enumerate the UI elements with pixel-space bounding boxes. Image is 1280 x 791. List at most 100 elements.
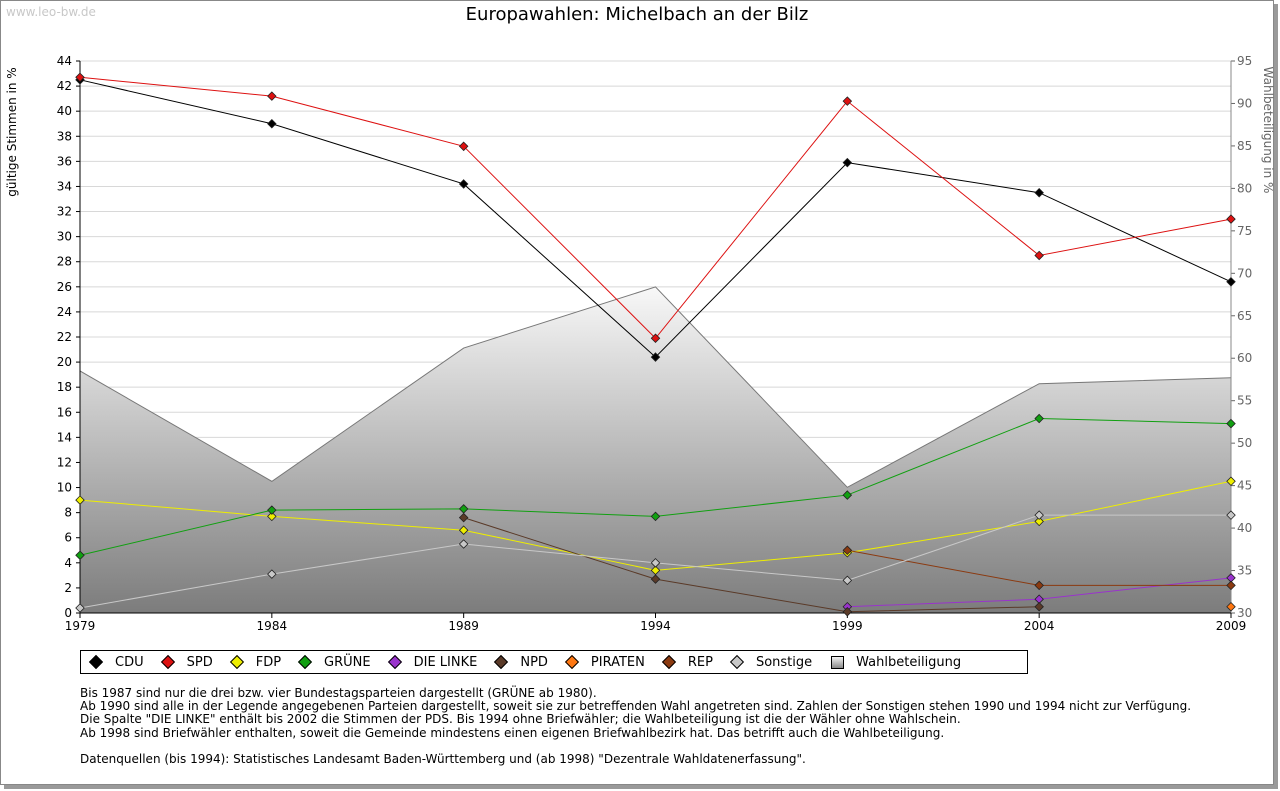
data-point [842, 96, 853, 106]
legend-item: CDU [88, 654, 144, 670]
legend-swatch-diamond [297, 654, 313, 670]
data-point [1226, 418, 1236, 429]
legend-swatch-diamond [160, 654, 175, 670]
legend-item: Wahlbeteiligung [831, 655, 961, 670]
data-point [458, 539, 469, 549]
legend-swatch-diamond [387, 654, 402, 670]
data-point [650, 574, 661, 584]
legend-item: DIE LINKE [387, 654, 478, 670]
y2-tick-label: 75 [1237, 224, 1252, 238]
data-point [1226, 214, 1236, 224]
data-point [842, 606, 853, 617]
x-tick-label: 1994 [640, 619, 671, 633]
y-tick-label: 32 [57, 205, 72, 219]
data-point [1034, 510, 1044, 520]
y-tick-label: 12 [57, 455, 72, 469]
note-line: Die Spalte "DIE LINKE" enthält bis 2002 … [80, 712, 961, 727]
y-tick-label: 10 [57, 481, 72, 495]
turnout-area-fill [80, 286, 1231, 613]
turnout-area [79, 286, 1232, 613]
legend-label: DIE LINKE [413, 654, 478, 670]
data-point [1226, 601, 1236, 612]
legend-item: NPD [494, 654, 548, 670]
legend-item: GRÜNE [297, 654, 371, 670]
data-point [1226, 277, 1236, 287]
x-tick-label: 2004 [1024, 619, 1055, 633]
data-point [650, 352, 661, 362]
x-tick-label: 1984 [257, 619, 288, 633]
y2-tick-label: 65 [1237, 309, 1252, 323]
y-tick-label: 44 [57, 54, 72, 68]
data-point [1034, 601, 1044, 612]
data-point [1226, 510, 1236, 520]
data-point [458, 141, 469, 152]
series-piraten [1226, 601, 1236, 612]
data-point [458, 525, 469, 535]
data-point [75, 72, 85, 83]
data-point [1226, 580, 1236, 591]
y2-tick-label: 60 [1237, 351, 1252, 365]
y2-tick-label: 95 [1237, 54, 1252, 68]
note-line: Bis 1987 sind nur die drei bzw. vier Bun… [80, 686, 597, 700]
legend-item: PIRATEN [564, 654, 645, 670]
legend-item: SPD [160, 654, 213, 670]
chart-title: Europawahlen: Michelbach an der Bilz [465, 4, 809, 25]
legend-label: NPD [520, 654, 548, 670]
legend-label: FDP [255, 654, 282, 670]
data-point [1034, 250, 1044, 261]
data-point [267, 505, 277, 515]
legend-label: GRÜNE [324, 654, 371, 670]
y-tick-label: 30 [57, 230, 72, 244]
legend-swatch-diamond [564, 654, 579, 670]
y-tick-label: 42 [57, 79, 72, 93]
legend-label: SPD [186, 654, 213, 670]
data-point [458, 512, 469, 523]
legend-label: CDU [115, 654, 144, 670]
note-line: Ab 1990 sind alle in der Legende angegeb… [80, 699, 1192, 714]
y-tick-label: 28 [57, 255, 72, 269]
y-tick-label: 14 [57, 430, 72, 444]
legend-swatch-diamond [229, 654, 244, 670]
legend-item: FDP [229, 654, 282, 670]
y2-tick-label: 50 [1237, 436, 1252, 450]
data-point [842, 545, 853, 556]
data-point [1226, 476, 1236, 487]
x-tick-label: 1999 [832, 619, 863, 633]
y-tick-label: 26 [57, 280, 72, 294]
data-point [75, 495, 85, 505]
y-axis-label-left: gültige Stimmen in % [5, 67, 19, 196]
y-tick-label: 34 [57, 179, 72, 193]
y-tick-label: 16 [57, 405, 72, 419]
data-point [842, 490, 853, 500]
data-point [75, 603, 85, 613]
y2-tick-label: 40 [1237, 521, 1252, 535]
legend: CDU SPD FDP GRÜNE DIE LINKE NPD PIRATEN REP Sons… [80, 650, 1028, 674]
legend-label: Sonstige [755, 654, 813, 670]
legend-item: REP [661, 654, 713, 670]
y-tick-label: 38 [57, 129, 72, 143]
y2-tick-label: 90 [1237, 96, 1252, 110]
y2-tick-label: 80 [1237, 181, 1252, 195]
data-point [75, 550, 85, 561]
x-tick-label: 1989 [448, 619, 479, 633]
y2-tick-label: 35 [1237, 564, 1252, 578]
series-npd [458, 512, 1044, 617]
x-tick-label: 1979 [65, 619, 96, 633]
data-point [267, 118, 277, 129]
legend-label: REP [687, 654, 713, 670]
series-gr-ne [75, 413, 1236, 561]
legend-swatch-diamond [661, 654, 676, 670]
y-tick-label: 20 [57, 355, 72, 369]
watermark: www.leo-bw.de [6, 5, 96, 19]
sources-line: Datenquellen (bis 1994): Statistisches L… [80, 751, 806, 766]
data-point [267, 91, 277, 101]
y2-tick-label: 45 [1237, 479, 1252, 493]
legend-swatch-diamond [88, 654, 104, 670]
data-point [650, 558, 661, 568]
axes: 0246810121416182022242628303234363840424… [57, 54, 1253, 633]
y-tick-label: 8 [64, 506, 72, 520]
y-tick-label: 0 [64, 606, 72, 620]
footnotes: Bis 1987 sind nur die drei bzw. vier Bun… [80, 686, 1192, 766]
turnout-area-outline [79, 286, 1232, 488]
y-tick-label: 6 [64, 531, 72, 545]
